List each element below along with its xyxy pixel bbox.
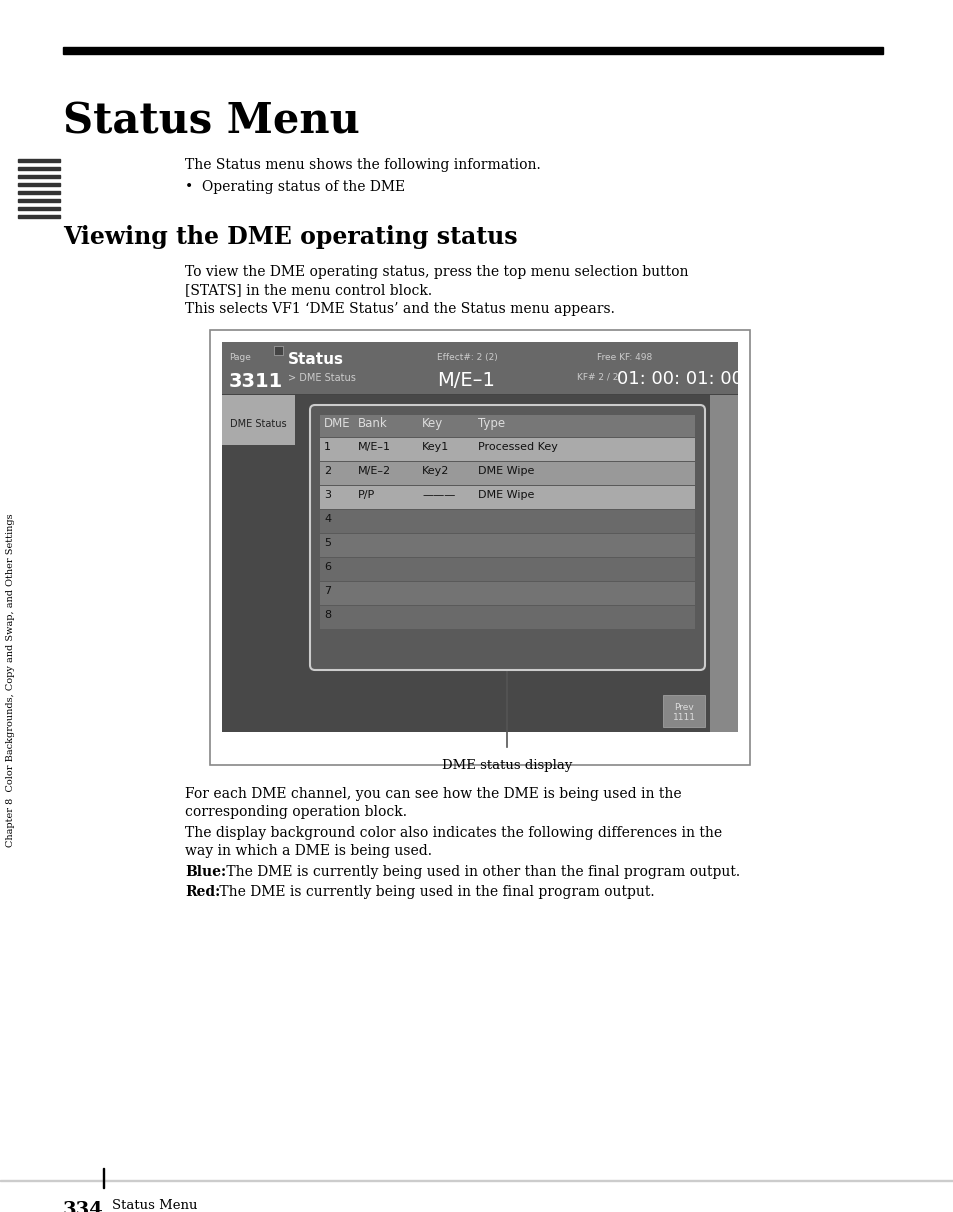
Text: 334: 334 — [63, 1201, 104, 1212]
Bar — [662, 694, 704, 727]
Bar — [222, 395, 294, 445]
Bar — [319, 534, 695, 558]
Text: Status Menu: Status Menu — [112, 1199, 197, 1212]
Text: Viewing the DME operating status: Viewing the DME operating status — [63, 225, 517, 248]
Text: > DME Status: > DME Status — [288, 373, 355, 383]
Text: Effect#: 2 (2): Effect#: 2 (2) — [436, 353, 497, 362]
Text: 3311: 3311 — [229, 372, 283, 391]
Text: Red:: Red: — [185, 885, 220, 899]
Text: 1111: 1111 — [672, 713, 695, 722]
Text: Status: Status — [288, 351, 344, 367]
Text: Bank: Bank — [357, 417, 387, 430]
Text: [STATS] in the menu control block.: [STATS] in the menu control block. — [185, 282, 432, 297]
Text: 7: 7 — [324, 585, 331, 596]
Bar — [18, 175, 60, 178]
Text: P/P: P/P — [357, 490, 375, 501]
Bar — [319, 606, 695, 629]
Bar — [18, 207, 60, 210]
Bar — [319, 486, 695, 509]
Text: M/E–1: M/E–1 — [357, 442, 391, 452]
Text: Free KF: 498: Free KF: 498 — [597, 353, 652, 362]
Text: 6: 6 — [324, 562, 331, 572]
Bar — [319, 510, 695, 533]
Bar — [319, 582, 695, 605]
Text: DME Wipe: DME Wipe — [477, 465, 534, 476]
Bar — [18, 191, 60, 194]
Bar — [319, 558, 695, 581]
Text: Type: Type — [477, 417, 504, 430]
Text: ———: ——— — [421, 490, 455, 501]
Text: The Status menu shows the following information.: The Status menu shows the following info… — [185, 158, 540, 172]
Text: 2: 2 — [324, 465, 331, 476]
Bar — [709, 395, 738, 732]
Text: 01: 00: 01: 00: 01: 00: 01: 00 — [617, 370, 742, 388]
Bar — [103, 1168, 104, 1188]
Text: This selects VF1 ‘DME Status’ and the Status menu appears.: This selects VF1 ‘DME Status’ and the St… — [185, 302, 615, 316]
Text: Key2: Key2 — [421, 465, 449, 476]
Text: M/E–1: M/E–1 — [436, 371, 495, 390]
Text: •  Operating status of the DME: • Operating status of the DME — [185, 181, 405, 194]
Bar — [222, 342, 738, 732]
Bar — [274, 345, 283, 355]
Text: 5: 5 — [324, 538, 331, 548]
FancyBboxPatch shape — [310, 405, 704, 670]
Text: 3: 3 — [324, 490, 331, 501]
Text: way in which a DME is being used.: way in which a DME is being used. — [185, 844, 432, 858]
Text: 8: 8 — [324, 610, 331, 621]
Text: DME status display: DME status display — [442, 759, 572, 772]
Text: Status Menu: Status Menu — [63, 101, 359, 142]
Text: The DME is currently being used in the final program output.: The DME is currently being used in the f… — [214, 885, 654, 899]
Text: Processed Key: Processed Key — [477, 442, 558, 452]
Bar — [222, 342, 738, 394]
Bar — [63, 47, 882, 55]
Text: corresponding operation block.: corresponding operation block. — [185, 805, 407, 819]
Text: 1: 1 — [324, 442, 331, 452]
Text: DME: DME — [324, 417, 351, 430]
Bar — [18, 199, 60, 202]
Text: Blue:: Blue: — [185, 865, 226, 879]
Bar — [222, 395, 738, 732]
Text: Key: Key — [421, 417, 443, 430]
Text: Key1: Key1 — [421, 442, 449, 452]
Text: The display background color also indicates the following differences in the: The display background color also indica… — [185, 827, 721, 840]
Text: 4: 4 — [324, 514, 331, 524]
Text: To view the DME operating status, press the top menu selection button: To view the DME operating status, press … — [185, 265, 688, 279]
Bar — [18, 183, 60, 185]
Text: Page: Page — [229, 353, 251, 362]
Text: The DME is currently being used in other than the final program output.: The DME is currently being used in other… — [222, 865, 740, 879]
Text: For each DME channel, you can see how the DME is being used in the: For each DME channel, you can see how th… — [185, 787, 680, 801]
Bar — [319, 438, 695, 461]
Bar — [18, 167, 60, 170]
Text: Chapter 8  Color Backgrounds, Copy and Swap, and Other Settings: Chapter 8 Color Backgrounds, Copy and Sw… — [7, 513, 15, 847]
Text: Prev: Prev — [674, 703, 693, 711]
Bar — [18, 215, 60, 218]
Text: M/E–2: M/E–2 — [357, 465, 391, 476]
Bar — [18, 159, 60, 162]
Text: DME Status: DME Status — [230, 419, 287, 429]
Bar — [319, 462, 695, 485]
Bar — [319, 415, 695, 438]
Bar — [210, 330, 749, 765]
Text: DME Wipe: DME Wipe — [477, 490, 534, 501]
Text: KF# 2 / 2: KF# 2 / 2 — [577, 373, 618, 382]
